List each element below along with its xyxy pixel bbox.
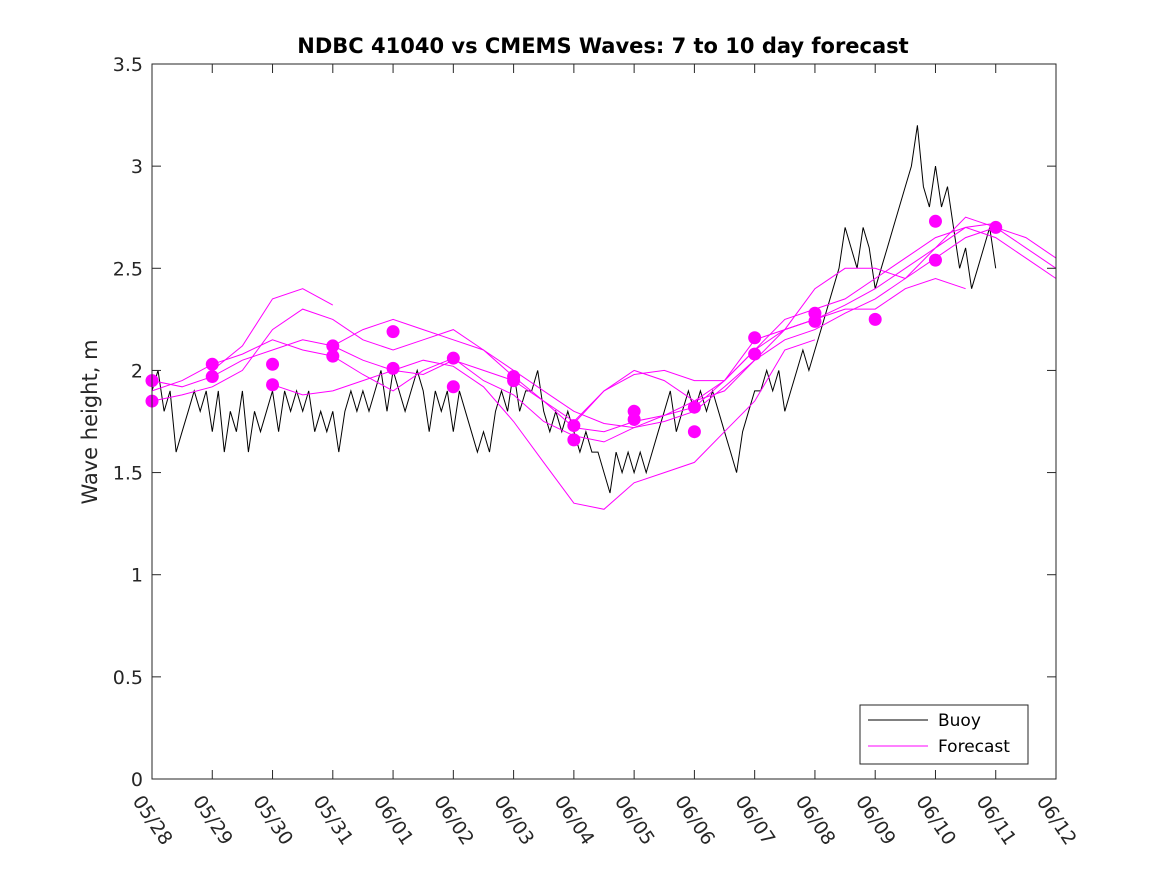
x-tick-label: 06/10 <box>911 791 960 849</box>
forecast-marker <box>446 380 460 394</box>
y-tick-label: 2.5 <box>113 258 143 280</box>
y-tick-label: 0 <box>131 769 143 791</box>
forecast-marker <box>808 314 822 328</box>
legend-label-buoy: Buoy <box>938 711 981 731</box>
forecast-marker <box>326 349 340 363</box>
forecast-marker <box>446 351 460 365</box>
x-tick-label: 06/06 <box>670 791 719 849</box>
chart-title: NDBC 41040 vs CMEMS Waves: 7 to 10 day f… <box>297 34 908 58</box>
forecast-series-line <box>151 216 1057 429</box>
forecast-marker <box>687 425 701 439</box>
legend: Buoy Forecast <box>859 704 1029 765</box>
forecast-series-line <box>272 339 816 510</box>
y-axis-label: Wave height, m <box>78 339 102 504</box>
forecast-marker <box>687 400 701 414</box>
forecast-marker <box>989 220 1003 234</box>
x-tick-label: 05/28 <box>128 791 177 849</box>
forecast-marker <box>567 419 581 433</box>
x-tick-label: 05/31 <box>309 791 358 849</box>
forecast-marker <box>928 214 942 228</box>
y-tick-label: 1.5 <box>113 463 143 485</box>
forecast-marker <box>326 339 340 353</box>
forecast-marker <box>928 253 942 267</box>
x-tick-label: 06/08 <box>791 791 840 849</box>
forecast-marker <box>507 374 521 388</box>
x-tick-label: 06/04 <box>550 791 599 849</box>
x-tick-label: 06/01 <box>369 791 418 849</box>
legend-label-forecast: Forecast <box>938 737 1010 757</box>
marker-layer <box>145 214 1003 447</box>
y-tick-label: 1 <box>131 565 143 587</box>
x-tick-label: 05/30 <box>248 791 297 849</box>
forecast-marker <box>567 433 581 447</box>
x-tick-label: 06/07 <box>731 791 780 849</box>
plot-area <box>152 64 1056 779</box>
y-tick-label: 0.5 <box>113 667 143 689</box>
x-tick-label: 06/03 <box>489 791 538 849</box>
forecast-series-line <box>151 226 1057 433</box>
x-tick-label: 06/11 <box>972 791 1021 849</box>
forecast-series-line <box>332 222 996 423</box>
x-tick-label: 05/29 <box>188 791 237 849</box>
x-tick-label: 06/12 <box>1032 791 1081 849</box>
forecast-marker <box>386 325 400 339</box>
forecast-marker <box>205 357 219 371</box>
forecast-marker <box>868 312 882 326</box>
y-tick-label: 3 <box>131 156 143 178</box>
y-tick-label: 2 <box>131 360 143 382</box>
y-axis: 0 0.5 1 1.5 2 2.5 3 3.5 <box>113 54 1056 791</box>
legend-box <box>859 704 1029 765</box>
forecast-marker <box>386 361 400 375</box>
x-tick-label: 06/05 <box>610 791 659 849</box>
forecast-series-line <box>573 277 966 424</box>
series-layer <box>151 125 1057 510</box>
y-tick-label: 3.5 <box>113 54 143 76</box>
forecast-marker <box>266 357 280 371</box>
forecast-marker <box>266 378 280 392</box>
forecast-series-line <box>211 288 334 371</box>
forecast-marker <box>748 347 762 361</box>
plot-frame <box>151 63 1057 780</box>
forecast-marker <box>627 412 641 426</box>
forecast-marker <box>748 331 762 345</box>
x-tick-label: 06/02 <box>429 791 478 849</box>
forecast-marker <box>205 370 219 384</box>
x-tick-label: 06/09 <box>851 791 900 849</box>
